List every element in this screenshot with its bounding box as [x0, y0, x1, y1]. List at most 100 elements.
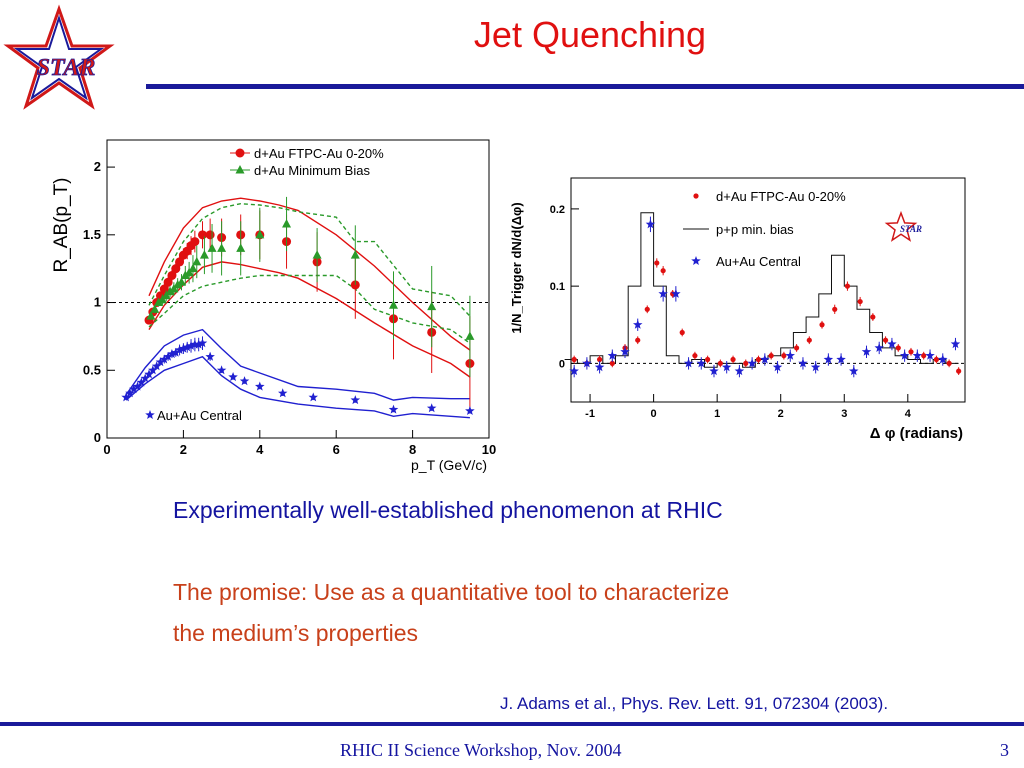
data-point: [146, 311, 156, 320]
data-point: [849, 366, 859, 376]
legend-label: Au+Au Central: [157, 408, 242, 423]
band-upper: [148, 197, 471, 351]
data-point: [216, 365, 227, 375]
data-point: [887, 339, 897, 349]
data-point: [721, 362, 732, 372]
data-point: [870, 314, 876, 320]
footer-bar: [0, 722, 1024, 726]
x-tick-label: 10: [482, 442, 496, 457]
data-point: [956, 368, 962, 374]
data-point: [895, 345, 901, 351]
data-point: [175, 257, 185, 267]
band-lower: [125, 355, 470, 419]
data-point: [144, 369, 154, 379]
data-point: [819, 322, 825, 328]
data-point: [190, 339, 200, 349]
data-point: [190, 237, 200, 247]
data-point: [205, 230, 215, 240]
data-point: [861, 346, 872, 356]
data-point: [709, 366, 719, 376]
data-point: [899, 350, 910, 360]
data-point: [228, 372, 238, 382]
data-point: [148, 365, 158, 375]
band-upper: [148, 202, 471, 317]
data-point: [350, 250, 360, 259]
data-point: [730, 356, 736, 363]
data-point: [171, 347, 181, 357]
data-point: [921, 353, 927, 359]
x-tick-label: 4: [256, 442, 264, 457]
pp-histogram: [564, 212, 959, 368]
y-tick-label: 0.2: [550, 204, 565, 216]
data-point: [633, 319, 643, 329]
data-point: [207, 243, 217, 252]
legend-label: p+p min. bias: [716, 222, 794, 237]
data-point: [635, 337, 641, 343]
footer-text: RHIC II Science Workshop, Nov. 2004: [340, 740, 622, 760]
data-point: [155, 357, 166, 367]
data-point: [312, 250, 322, 259]
y-tick-label: 1.5: [83, 227, 101, 242]
data-point: [176, 277, 186, 286]
data-point: [683, 358, 694, 368]
data-point: [167, 270, 177, 280]
legend-marker: [145, 410, 155, 419]
data-point: [569, 366, 579, 376]
data-point: [173, 279, 183, 289]
data-point: [278, 388, 288, 398]
data-point: [140, 373, 150, 383]
data-point: [125, 388, 135, 398]
page-number: 3: [1000, 740, 1009, 760]
data-point: [705, 356, 711, 363]
data-point: [193, 339, 204, 349]
x-tick-label: 0: [103, 442, 110, 457]
data-point: [171, 264, 181, 274]
bullet-2-line-2: the medium’s properties: [173, 620, 419, 646]
data-point: [743, 360, 749, 366]
bullet-2-line-1: The promise: Use as a quantitative tool …: [173, 579, 730, 605]
citation: J. Adams et al., Phys. Rev. Lett. 91, 07…: [500, 694, 889, 713]
data-point: [734, 366, 745, 376]
data-point: [121, 392, 131, 402]
data-point: [426, 403, 437, 413]
data-point: [571, 356, 577, 363]
x-axis-label: Δ φ (radians): [870, 425, 963, 442]
data-point: [658, 288, 668, 298]
data-point: [178, 343, 189, 353]
data-point: [389, 300, 398, 309]
y-tick-label: 0.1: [550, 281, 565, 293]
x-tick-label: 6: [333, 442, 340, 457]
data-point: [793, 345, 800, 351]
data-point: [154, 297, 164, 307]
y-tick-label: 0: [559, 358, 565, 370]
data-point: [810, 362, 821, 372]
plot-frame: [106, 139, 490, 439]
bullet-1: Experimentally well-established phenomen…: [173, 497, 723, 523]
data-point: [747, 358, 757, 368]
data-point: [136, 377, 147, 387]
star-logo: STAR: [3, 4, 115, 110]
data-point: [596, 356, 603, 363]
dphi-chart: -1 0 1 2 3 4 0 0.1 0.2 Δ φ (radians) 1/N_Trigger d…: [509, 177, 966, 442]
slide-title: Jet Quenching: [473, 14, 707, 55]
data-point: [199, 250, 209, 259]
data-point: [167, 349, 177, 359]
data-point: [645, 219, 656, 229]
data-point: [644, 306, 650, 312]
legend-label: d+Au FTPC-Au 0-20%: [254, 146, 384, 161]
data-point: [465, 405, 475, 415]
y-axis-label: 1/N_Trigger dN/d(Δφ): [509, 202, 524, 333]
data-point: [857, 298, 863, 305]
legend-marker: [693, 193, 699, 199]
data-point: [679, 329, 685, 336]
data-point: [174, 345, 185, 354]
data-point: [165, 286, 175, 296]
legend-label: d+Au FTPC-Au 0-20%: [716, 189, 846, 204]
data-point: [163, 351, 173, 361]
data-point: [760, 354, 770, 364]
data-point: [620, 346, 630, 356]
data-point: [908, 349, 914, 355]
data-point: [163, 277, 173, 287]
header-bar: [146, 84, 1024, 89]
data-point: [197, 338, 208, 348]
